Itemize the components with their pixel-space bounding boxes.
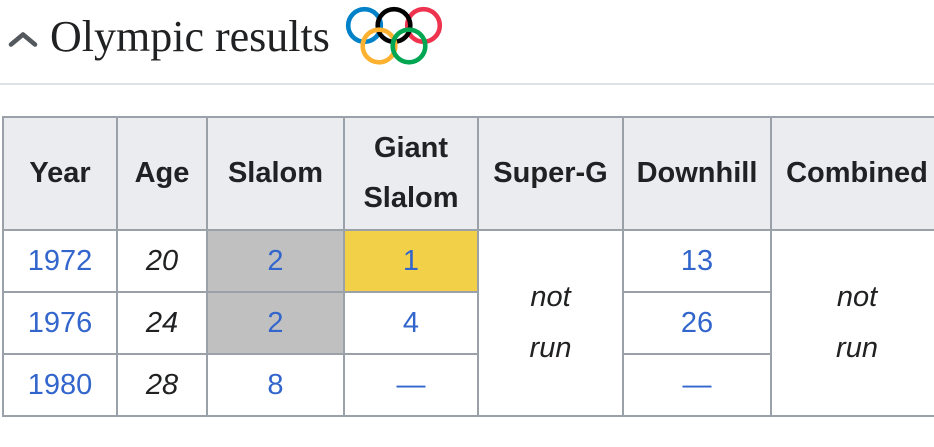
age-cell: 24 — [116, 291, 208, 355]
year-link[interactable]: 1980 — [27, 368, 93, 401]
column-header-age: Age — [116, 116, 208, 231]
section-title: Olympic results — [50, 11, 330, 61]
year-link[interactable]: 1976 — [27, 306, 93, 339]
downhill-result-cell: 26 — [622, 291, 772, 355]
column-header-giant-slalom: Giant Slalom — [343, 116, 479, 231]
downhill-result-cell: 13 — [622, 229, 772, 293]
year-link[interactable]: 1972 — [27, 244, 93, 277]
slalom-result-cell: 8 — [206, 353, 345, 417]
column-header-slalom: Slalom — [206, 116, 345, 231]
olympic-results-table: Year Age Slalom Giant Slalom Super-G Dow… — [2, 116, 934, 417]
table-row-1972: 1972 20 2 1 not run 13 not run — [2, 229, 934, 417]
result-link[interactable]: 26 — [680, 306, 714, 339]
header-row: Year Age Slalom Giant Slalom Super-G Dow… — [2, 116, 934, 231]
not-run-note: not run — [836, 281, 878, 364]
collapse-chevron-icon[interactable] — [8, 30, 38, 50]
result-link[interactable]: — — [682, 368, 712, 401]
downhill-result-cell: — — [622, 353, 772, 417]
giant-slalom-result-cell: — — [343, 353, 479, 417]
not-run-note: not run — [529, 281, 572, 364]
age-cell: 20 — [116, 229, 208, 293]
column-header-combined: Combined — [770, 116, 934, 231]
combined-not-run-cell: not run — [770, 229, 934, 417]
year-cell: 1972 — [2, 229, 118, 293]
slalom-result-cell-silver: 2 — [206, 229, 345, 293]
olympic-rings-icon[interactable] — [330, 1, 444, 73]
result-link[interactable]: 13 — [680, 244, 714, 277]
section-header[interactable]: Olympic results — [0, 0, 934, 85]
result-link[interactable]: 4 — [402, 306, 420, 339]
result-link[interactable]: 1 — [402, 244, 420, 277]
column-header-downhill: Downhill — [622, 116, 772, 231]
column-header-super-g: Super-G — [477, 116, 624, 231]
result-link[interactable]: 2 — [267, 244, 284, 277]
table-row-1976: 1976 24 2 4 26 — [2, 291, 934, 355]
super-g-not-run-cell: not run — [477, 229, 624, 417]
year-cell: 1976 — [2, 291, 118, 355]
table-row-1980: 1980 28 8 — — — [2, 353, 934, 417]
year-cell: 1980 — [2, 353, 118, 417]
slalom-result-cell-silver: 2 — [206, 291, 345, 355]
result-link[interactable]: 2 — [267, 306, 284, 339]
giant-slalom-result-cell-gold: 1 — [343, 229, 479, 293]
result-link[interactable]: — — [396, 368, 426, 401]
age-cell: 28 — [116, 353, 208, 417]
result-link[interactable]: 8 — [267, 368, 284, 401]
giant-slalom-result-cell: 4 — [343, 291, 479, 355]
column-header-year: Year — [2, 116, 118, 231]
